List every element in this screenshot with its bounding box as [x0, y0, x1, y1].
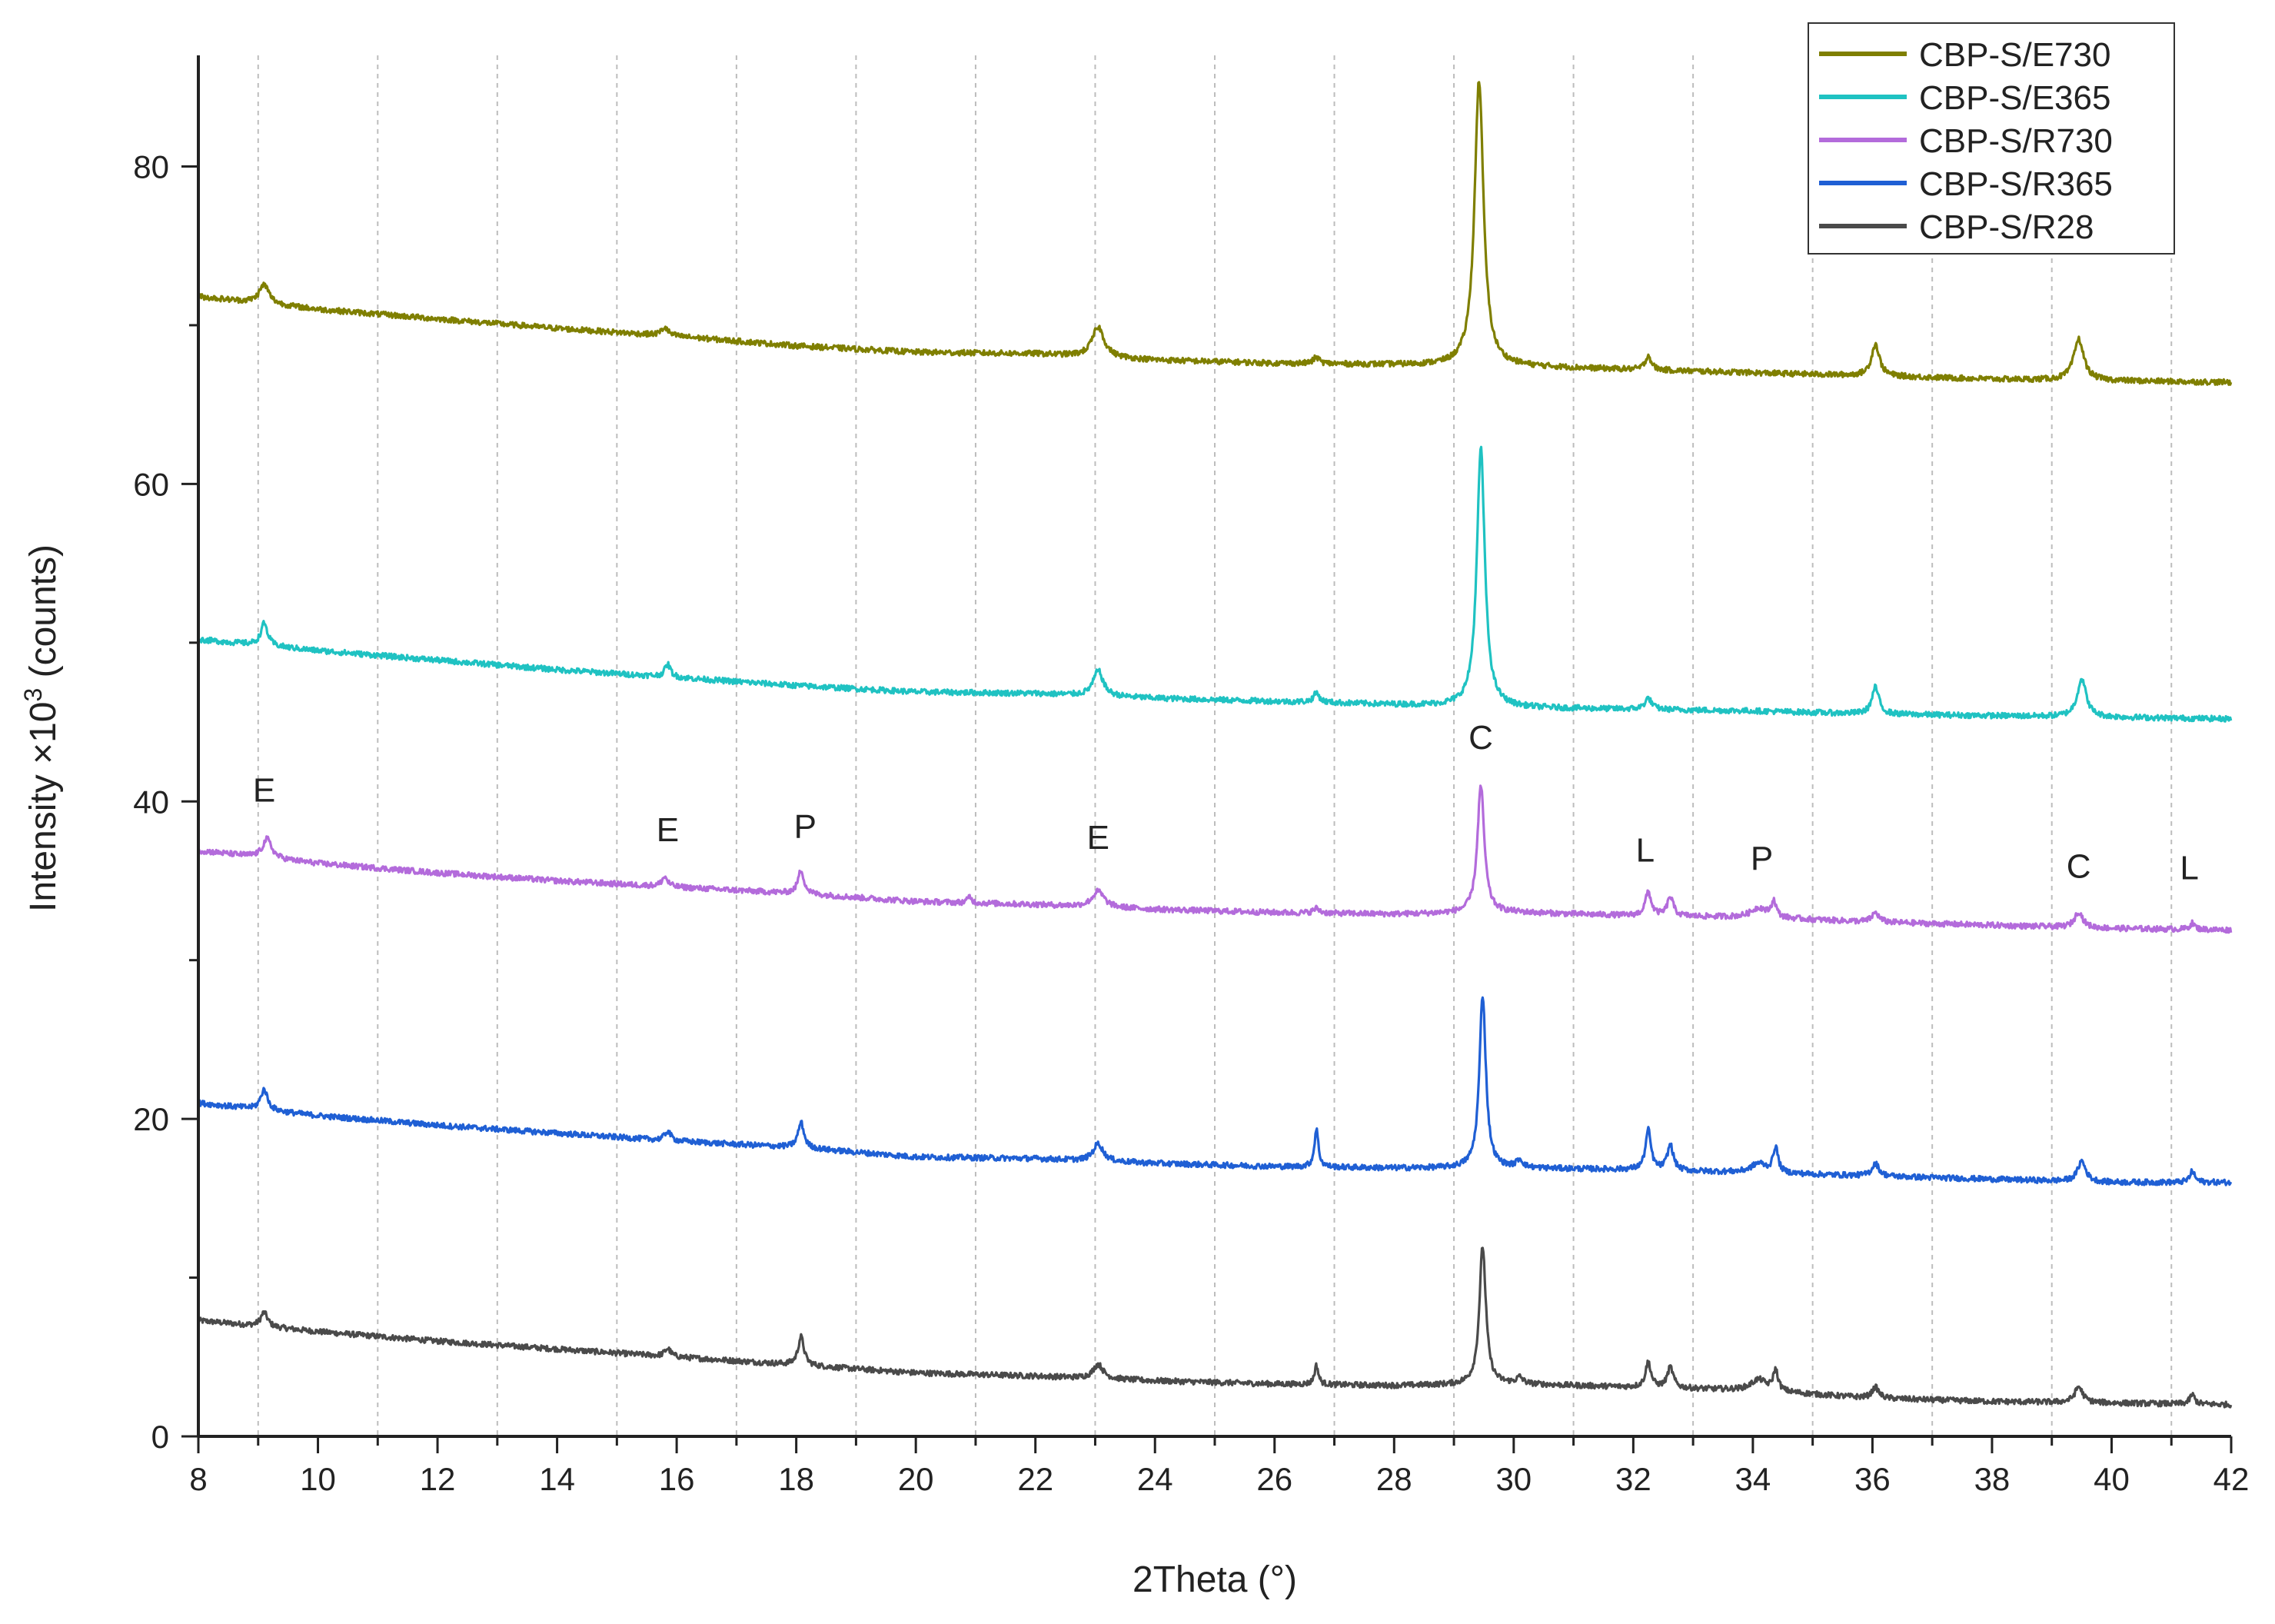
legend-label: CBP-S/E730 [1919, 36, 2110, 74]
legend-label: CBP-S/R365 [1919, 165, 2113, 203]
y-axis-title-unit: (counts) [23, 544, 64, 688]
x-ticks: 8 10 12 14 16 18 20 22 24 26 28 30 32 34 36 38 40 42 [189, 1436, 2249, 1497]
x-tick-label: 40 [2094, 1461, 2130, 1497]
peak-annotation: C [1468, 719, 1493, 757]
peak-annotation: E [253, 771, 275, 809]
x-tick-label: 34 [1735, 1461, 1771, 1497]
y-axis-title: Intensity ×103 (counts) [19, 544, 64, 912]
series-line-3 [198, 996, 2233, 1186]
peak-annotation: P [1751, 840, 1773, 877]
x-tick-label: 18 [778, 1461, 814, 1497]
x-tick-label: 42 [2213, 1461, 2250, 1497]
series-line-2 [197, 784, 2233, 934]
x-tick-label: 28 [1376, 1461, 1412, 1497]
series-line-1 [197, 445, 2233, 723]
legend-label: CBP-S/R28 [1919, 208, 2094, 246]
x-tick-label: 24 [1137, 1461, 1173, 1497]
y-tick-label: 0 [151, 1419, 169, 1455]
x-tick-label: 8 [189, 1461, 207, 1497]
x-tick-label: 36 [1854, 1461, 1891, 1497]
peak-annotation: E [1087, 819, 1109, 857]
legend-label: CBP-S/R730 [1919, 122, 2113, 160]
y-tick-label: 40 [133, 784, 169, 820]
x-tick-label: 20 [898, 1461, 934, 1497]
y-ticks: 0 20 40 60 80 [133, 149, 198, 1455]
peak-annotation: L [2180, 849, 2198, 887]
peak-annotation: E [657, 811, 679, 849]
y-axis-title-main: Intensity ×10 [23, 702, 64, 913]
x-tick-label: 12 [420, 1461, 456, 1497]
x-tick-label: 26 [1256, 1461, 1292, 1497]
peak-annotations: E E P E C L P C L [253, 719, 2199, 887]
x-tick-label: 30 [1495, 1461, 1532, 1497]
x-tick-label: 16 [659, 1461, 695, 1497]
series-line-0 [197, 81, 2233, 386]
series-line-4 [197, 1246, 2233, 1409]
y-tick-label: 80 [133, 149, 169, 185]
y-tick-label: 20 [133, 1101, 169, 1137]
y-axis-title-superscript: 3 [19, 688, 47, 702]
x-tick-label: 22 [1017, 1461, 1053, 1497]
y-tick-label: 60 [133, 466, 169, 502]
peak-annotation: L [1636, 832, 1655, 870]
legend-label: CBP-S/E365 [1919, 79, 2110, 117]
series-lines [197, 81, 2233, 1409]
peak-annotation: P [794, 808, 817, 846]
x-tick-label: 10 [300, 1461, 336, 1497]
peak-annotation: C [2067, 847, 2091, 885]
x-tick-label: 14 [539, 1461, 575, 1497]
x-axis-title: 2Theta (°) [1133, 1559, 1297, 1600]
x-tick-label: 38 [1974, 1461, 2011, 1497]
legend: CBP-S/E730 CBP-S/E365 CBP-S/R730 CBP-S/R365… [1808, 22, 2175, 255]
x-tick-label: 32 [1615, 1461, 1651, 1497]
